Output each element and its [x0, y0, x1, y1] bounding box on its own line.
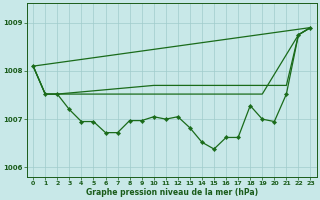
X-axis label: Graphe pression niveau de la mer (hPa): Graphe pression niveau de la mer (hPa) — [86, 188, 258, 197]
